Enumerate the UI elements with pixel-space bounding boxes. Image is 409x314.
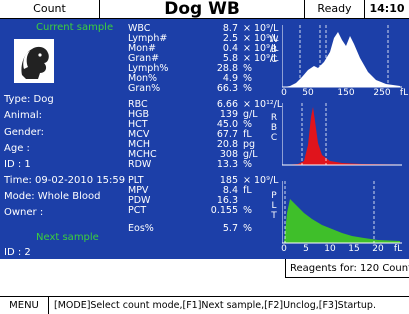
status: Ready [305, 0, 365, 18]
age: Age : [4, 143, 30, 154]
mode: Mode: Whole Blood [4, 191, 100, 202]
axis-label: 250 [373, 88, 390, 98]
menu-help: [MODE]Select count mode,[F1]Next sample,… [54, 297, 376, 314]
owner: Owner : [4, 207, 43, 218]
menu-bar: MENU [MODE]Select count mode,[F1]Next sa… [0, 296, 409, 314]
param-name: Eos% [128, 223, 154, 234]
plt-histogram: PLT 0 5 10 15 20 fL [282, 181, 402, 255]
animal: Animal: [4, 110, 42, 121]
type: Type: Dog [4, 94, 54, 105]
menu-button[interactable]: MENU [0, 297, 49, 314]
param-value: 66.3 [188, 83, 238, 94]
axis-label: 10 [324, 244, 335, 254]
param-name: PCT [128, 205, 146, 216]
time: Time: 09-02-2010 15:59 [4, 175, 125, 186]
axis-unit: fL [394, 244, 402, 254]
param-name: RDW [128, 159, 151, 170]
sample-title: Dog WB [100, 0, 305, 18]
param-value: 13.3 [188, 159, 238, 170]
axis-label: 15 [348, 244, 359, 254]
axis-label: 50 [302, 88, 313, 98]
histogram-label: WBC [269, 35, 279, 65]
top-bar: Count Dog WB Ready 14:10 [0, 0, 409, 19]
histogram-label: PLT [269, 191, 279, 221]
axis-label: 150 [337, 88, 354, 98]
axis-label: 20 [372, 244, 383, 254]
next-sample-label: Next sample [36, 232, 99, 243]
param-unit: % [243, 205, 252, 216]
current-sample-label: Current sample [36, 22, 113, 33]
next-id: ID : 2 [4, 247, 31, 258]
param-name: Gran% [128, 83, 160, 94]
param-unit: % [243, 223, 252, 234]
wbc-histogram: WBC 0 50 150 250 fL [282, 25, 402, 99]
id: ID : 1 [4, 159, 31, 170]
param-unit: % [243, 83, 252, 94]
gender: Gender: [4, 127, 44, 138]
axis-label: 0 [281, 88, 287, 98]
reagents: Reagents for: 120 Count [285, 259, 409, 278]
axis-label: 0 [281, 244, 287, 254]
histogram-label: RBC [269, 113, 279, 143]
param-unit: fL [243, 185, 252, 196]
mode-cell: Count [0, 0, 100, 18]
dog-icon [14, 39, 54, 83]
axis-label: 5 [303, 244, 309, 254]
param-value: 5.7 [188, 223, 238, 234]
main-panel: Current sample Type: Dog Animal: Gender:… [0, 19, 409, 259]
rbc-histogram: RBC [282, 103, 402, 177]
param-unit: % [243, 159, 252, 170]
clock: 14:10 [365, 0, 409, 18]
analyzer-screen: Count Dog WB Ready 14:10 Current sample … [0, 0, 409, 314]
param-value: 0.155 [188, 205, 238, 216]
axis-unit: fL [400, 88, 408, 98]
